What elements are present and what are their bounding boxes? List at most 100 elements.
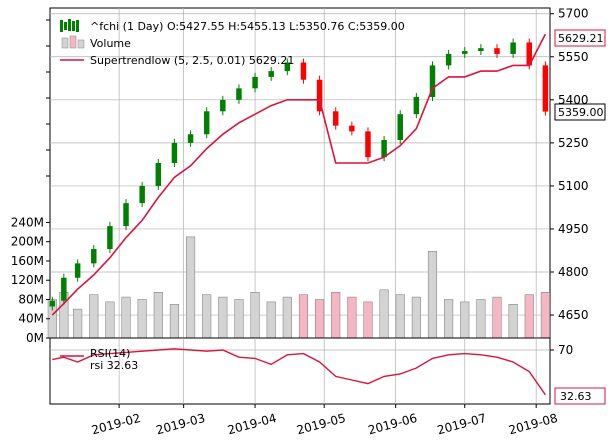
close-badge-box [554, 103, 606, 121]
candle-body [155, 162, 162, 186]
supertrend-badge-box [554, 29, 606, 47]
candle-body [397, 114, 403, 140]
candle-body [61, 277, 67, 301]
candle-body [462, 51, 468, 54]
volume-tick-label: 240M [11, 215, 44, 229]
legend-volume-swatch [61, 37, 69, 49]
candle-body [107, 226, 113, 250]
candle-body [284, 62, 291, 72]
volume-bar [202, 294, 212, 339]
candle-body [123, 203, 129, 227]
price-tick-label: 4650 [558, 308, 589, 322]
rsi-tick-label: 70 [558, 343, 573, 357]
price-tick-label: 5250 [558, 136, 589, 150]
volume-bar [492, 296, 502, 339]
volume-bar [218, 296, 228, 339]
candle-body [478, 48, 484, 52]
volume-bar [137, 299, 147, 339]
volume-bar [508, 304, 518, 339]
volume-bar [524, 294, 534, 339]
close-badge: 5359.00 [554, 103, 606, 121]
candle-body [332, 111, 339, 126]
legend-candle-icon [72, 21, 75, 31]
volume-tick-label: 200M [11, 235, 44, 249]
candle-body [316, 79, 323, 112]
candle-body [252, 76, 258, 89]
candle-body [268, 71, 274, 77]
rsi-legend-title: RSI(14) [90, 347, 130, 360]
legend-price: ^fchi (1 Day) O:5427.55 H:5455.13 L:5350… [60, 19, 405, 33]
candle-body [381, 140, 387, 158]
volume-tick-label: 120M [11, 273, 44, 287]
price-panel-frame [49, 7, 551, 339]
volume-bar [347, 296, 357, 339]
price-tick-label: 4800 [558, 265, 589, 279]
rsi-panel: 70 RSI(14) rsi 32.63 32.63 [49, 337, 606, 405]
price-tick-label: 5100 [558, 179, 589, 193]
volume-bar [121, 296, 131, 339]
legend-volume-swatch [69, 35, 77, 49]
legend-supertrend: Supertrendlow (5, 2.5, 0.01) 5629.21 [60, 54, 294, 67]
legend-candle-icon [60, 20, 63, 32]
volume-bar [266, 301, 276, 339]
price-tick-label: 5700 [558, 7, 589, 21]
rsi-badge-value: 32.63 [560, 390, 592, 403]
volume-tick-label: 80M [18, 292, 44, 306]
candle-body [203, 111, 210, 135]
volume-bar [153, 292, 163, 339]
rsi-badge: 32.63 [554, 387, 606, 405]
volume-bar [460, 301, 470, 339]
legend-volume: Volume [61, 35, 131, 50]
candle-body [74, 263, 81, 278]
legend-volume-swatch [77, 39, 85, 49]
rsi-line [52, 348, 546, 396]
rsi-legend-value: rsi 32.63 [90, 359, 138, 372]
candle-body [365, 131, 371, 158]
candle-body [494, 48, 500, 54]
volume-bar [186, 236, 196, 339]
candle-body [349, 125, 355, 132]
rsi-panel-frame [49, 337, 551, 405]
volume-bar [298, 294, 309, 339]
volume-tick-label: 160M [11, 254, 44, 268]
legend-candle-icon [76, 20, 79, 32]
volume-tick-label: 40M [18, 312, 44, 326]
candle-body [429, 65, 436, 97]
candle-body [171, 142, 178, 163]
candle-body [413, 96, 420, 115]
rsi-legend: RSI(14) rsi 32.63 [60, 347, 138, 372]
volume-bar [540, 292, 550, 339]
volume-bar [234, 299, 244, 339]
supertrend-badge: 5629.21 [554, 29, 606, 47]
volume-bar [395, 294, 405, 339]
volume-bar [315, 299, 325, 339]
price-axis: 5700 5550 5400 5250 5100 4950 4800 4650 [550, 7, 589, 322]
volume-bar [250, 292, 260, 339]
candle-body [91, 249, 97, 264]
volume-tick-label: 0M [26, 331, 44, 345]
rsi-axis: 70 [550, 343, 573, 357]
candle-body [49, 300, 56, 307]
close-badge-value: 5359.00 [558, 106, 604, 119]
candle-body [510, 42, 516, 54]
volume-bar [363, 301, 373, 339]
volume-bar [331, 292, 341, 339]
legend-candle-icon [68, 19, 71, 31]
volume-bar [379, 289, 389, 339]
legend-supertrend-label: Supertrendlow (5, 2.5, 0.01) 5629.21 [90, 54, 294, 67]
legend-price-label: ^fchi (1 Day) O:5427.55 H:5455.13 L:5350… [90, 20, 405, 33]
volume-bar [105, 301, 115, 339]
rsi-badge-box [554, 387, 606, 405]
supertrend-badge-value: 5629.21 [558, 32, 604, 45]
volume-bar [73, 308, 83, 339]
volume-bar [444, 299, 454, 339]
supertrend-line [51, 33, 547, 316]
volume-bar [411, 296, 421, 339]
price-tick-label: 4950 [558, 222, 589, 236]
volume-bar [89, 294, 99, 339]
candles [49, 38, 549, 311]
price-tick-label: 5550 [558, 50, 589, 64]
candle-body [542, 65, 549, 112]
legend: ^fchi (1 Day) O:5427.55 H:5455.13 L:5350… [60, 19, 405, 67]
